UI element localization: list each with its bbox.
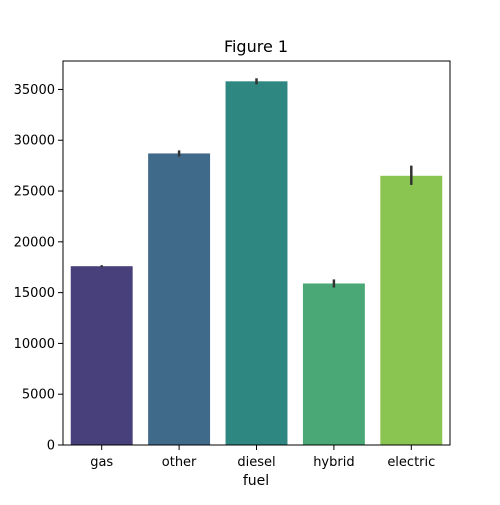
plot-frame xyxy=(62,60,451,446)
chart-title: Figure 1 xyxy=(224,37,288,56)
bar-gas xyxy=(70,266,133,445)
y-tick-label: 0 xyxy=(47,439,55,454)
bar-electric xyxy=(380,175,443,446)
y-tick-label: 15000 xyxy=(14,286,55,301)
bar-other xyxy=(148,153,211,445)
bar-hybrid xyxy=(302,283,365,445)
y-tick-label: 10000 xyxy=(14,337,55,352)
y-tick-label: 35000 xyxy=(14,83,55,98)
x-tick-label: hybrid xyxy=(313,455,354,470)
y-tick-label: 20000 xyxy=(14,235,55,250)
x-tick-label: gas xyxy=(90,455,113,470)
y-tick-label: 25000 xyxy=(14,185,55,200)
x-tick-label: electric xyxy=(387,455,435,470)
x-tick-label: diesel xyxy=(237,455,275,470)
x-tick-label: other xyxy=(162,455,197,470)
plot-area: 0 5000 10000 15000 20000 25000 30000 35000 gas ot… xyxy=(14,78,443,470)
y-tick-label: 5000 xyxy=(22,388,55,403)
x-axis-label: fuel xyxy=(243,473,269,489)
y-tick-label: 30000 xyxy=(14,134,55,149)
bar-diesel xyxy=(225,81,288,446)
